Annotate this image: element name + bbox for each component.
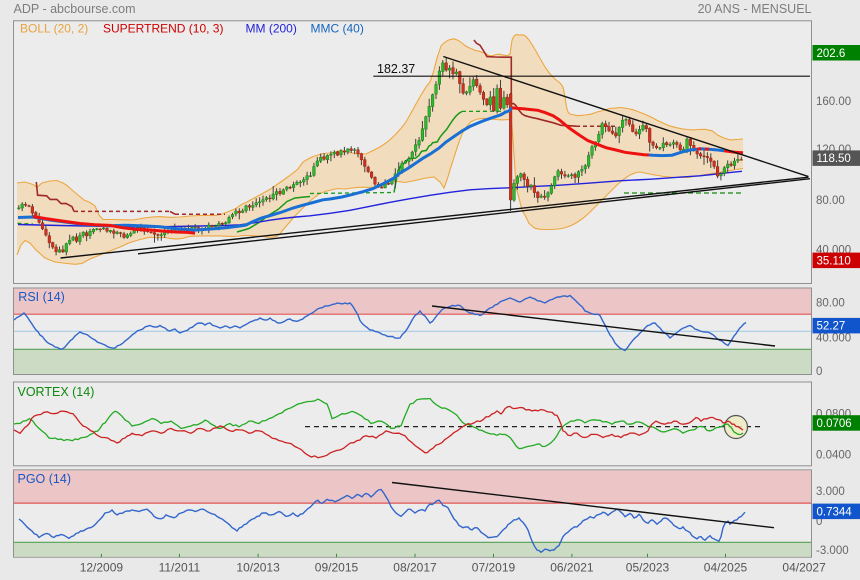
svg-text:11/2011: 11/2011 [159, 561, 201, 575]
svg-text:80.00: 80.00 [816, 297, 845, 309]
svg-text:52.27: 52.27 [817, 321, 846, 333]
svg-text:160.00: 160.00 [816, 96, 851, 108]
svg-text:VORTEX (14): VORTEX (14) [18, 385, 95, 399]
svg-text:118.50: 118.50 [817, 153, 851, 165]
svg-text:202.6: 202.6 [817, 48, 846, 60]
svg-text:35.110: 35.110 [817, 255, 851, 267]
svg-text:3.000: 3.000 [816, 486, 845, 498]
svg-text:04/2027: 04/2027 [782, 561, 826, 575]
svg-text:182.37: 182.37 [377, 62, 415, 76]
svg-text:08/2017: 08/2017 [393, 561, 437, 575]
svg-text:MMC (40): MMC (40) [311, 22, 364, 36]
svg-text:RSI (14): RSI (14) [18, 290, 65, 304]
svg-text:BOLL (20, 2): BOLL (20, 2) [20, 22, 88, 36]
svg-text:07/2019: 07/2019 [472, 561, 516, 575]
svg-text:0.0400: 0.0400 [816, 449, 851, 461]
svg-text:06/2021: 06/2021 [550, 561, 594, 575]
svg-text:12/2009: 12/2009 [80, 561, 124, 575]
svg-text:05/2023: 05/2023 [626, 561, 670, 575]
svg-text:40.000: 40.000 [816, 332, 851, 344]
svg-text:0: 0 [816, 516, 822, 528]
svg-text:PGO (14): PGO (14) [18, 472, 72, 486]
svg-text:ADP - abcbourse.com: ADP - abcbourse.com [14, 2, 136, 16]
svg-text:09/2015: 09/2015 [315, 561, 359, 575]
svg-text:80.00: 80.00 [816, 195, 845, 207]
svg-text:10/2013: 10/2013 [236, 561, 280, 575]
svg-text:MM (200): MM (200) [246, 22, 297, 36]
svg-text:04/2025: 04/2025 [704, 561, 748, 575]
svg-text:0.7344: 0.7344 [817, 506, 853, 518]
svg-text:40.000: 40.000 [816, 244, 851, 256]
svg-text:SUPERTREND (10, 3): SUPERTREND (10, 3) [103, 22, 223, 36]
svg-text:-3.000: -3.000 [816, 545, 849, 557]
svg-text:0.0706: 0.0706 [817, 418, 852, 430]
svg-text:0: 0 [816, 366, 822, 378]
svg-text:20 ANS - MENSUEL: 20 ANS - MENSUEL [698, 2, 812, 16]
